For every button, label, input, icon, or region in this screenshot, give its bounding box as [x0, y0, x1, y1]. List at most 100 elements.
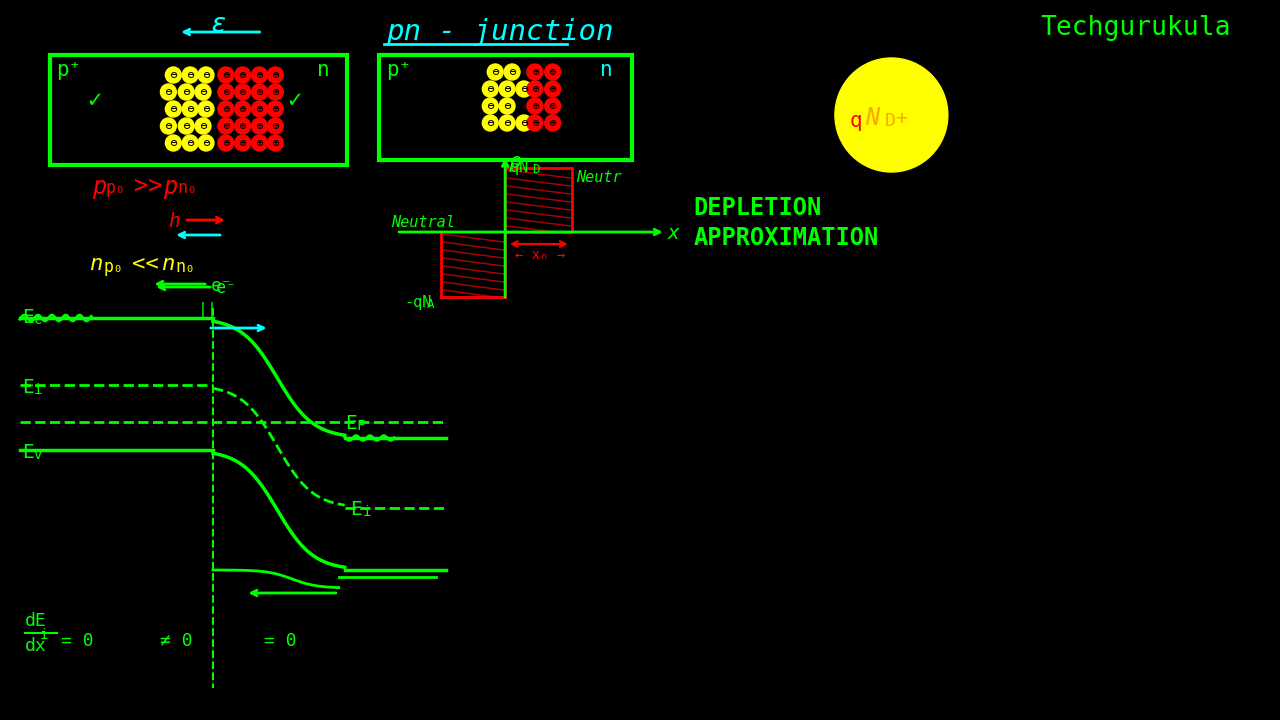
Circle shape [488, 64, 503, 80]
Text: ✓: ✓ [87, 88, 101, 112]
Text: ⊖: ⊖ [486, 84, 494, 94]
Circle shape [483, 81, 498, 97]
Circle shape [218, 84, 234, 100]
Text: ⊖: ⊖ [202, 70, 210, 80]
Circle shape [252, 118, 268, 134]
Text: ⊖: ⊖ [169, 104, 178, 114]
Circle shape [234, 84, 251, 100]
Text: n₀: n₀ [175, 258, 196, 276]
Text: i: i [40, 628, 47, 642]
Text: ⊕: ⊕ [238, 70, 247, 80]
Text: ⊖: ⊖ [198, 121, 207, 131]
Circle shape [516, 115, 532, 131]
Circle shape [178, 84, 195, 100]
Text: n₀: n₀ [178, 179, 197, 197]
Text: n: n [161, 254, 175, 274]
Circle shape [198, 135, 214, 151]
Circle shape [252, 67, 268, 83]
Text: ✓: ✓ [287, 88, 302, 112]
Text: DEPLETION: DEPLETION [694, 196, 822, 220]
Text: ||: || [198, 302, 218, 320]
Text: q: q [850, 111, 863, 131]
Text: ⊖: ⊖ [198, 87, 207, 97]
Text: c: c [33, 313, 42, 327]
Circle shape [234, 135, 251, 151]
Text: h: h [169, 212, 180, 231]
Text: ⊖: ⊖ [202, 104, 210, 114]
Text: p: p [164, 175, 178, 199]
Text: Neutral: Neutral [392, 215, 456, 230]
Text: qN: qN [509, 160, 529, 175]
Circle shape [545, 64, 561, 80]
Text: p⁺: p⁺ [56, 60, 82, 80]
Text: D: D [884, 112, 895, 130]
Text: ⊖: ⊖ [486, 118, 494, 128]
Text: APPROXIMATION: APPROXIMATION [694, 226, 878, 250]
Circle shape [234, 118, 251, 134]
Text: e⁻: e⁻ [216, 279, 236, 297]
Text: ⊕: ⊕ [549, 118, 557, 128]
Text: ⊖: ⊖ [186, 138, 195, 148]
Text: ⊕: ⊕ [256, 70, 264, 80]
Circle shape [527, 115, 543, 131]
Circle shape [160, 118, 177, 134]
Circle shape [198, 101, 214, 117]
Circle shape [165, 67, 182, 83]
Bar [506, 168, 572, 232]
Text: ⊕: ⊕ [549, 101, 557, 111]
Text: ρ: ρ [509, 152, 522, 172]
Text: +: + [895, 109, 908, 127]
Text: ⊖: ⊖ [503, 84, 511, 94]
Text: ⊕: ⊕ [238, 138, 247, 148]
Circle shape [835, 58, 948, 172]
Text: ⊕: ⊕ [531, 118, 539, 128]
Text: E: E [22, 378, 33, 397]
Circle shape [504, 64, 520, 80]
Circle shape [182, 67, 198, 83]
Circle shape [268, 101, 283, 117]
Circle shape [218, 118, 234, 134]
Text: ⊖: ⊖ [182, 87, 191, 97]
Text: ⊕: ⊕ [256, 104, 264, 114]
Text: n: n [317, 60, 329, 80]
Circle shape [218, 135, 234, 151]
Text: E: E [344, 414, 356, 433]
Text: n: n [600, 60, 613, 80]
Circle shape [268, 135, 283, 151]
Circle shape [182, 135, 198, 151]
Text: ⊖: ⊖ [503, 101, 511, 111]
Circle shape [252, 84, 268, 100]
Circle shape [268, 84, 283, 100]
Text: ⊖: ⊖ [182, 121, 191, 131]
Text: ⊖: ⊖ [186, 104, 195, 114]
Circle shape [165, 135, 182, 151]
Circle shape [483, 115, 498, 131]
Text: ⊕: ⊕ [221, 87, 230, 97]
Circle shape [268, 67, 283, 83]
Text: ⊖: ⊖ [508, 67, 516, 77]
Text: ⊖: ⊖ [492, 67, 499, 77]
Text: p₀: p₀ [106, 179, 125, 197]
Circle shape [160, 84, 177, 100]
Text: ⊕: ⊕ [238, 121, 247, 131]
Circle shape [234, 101, 251, 117]
Text: ⊖: ⊖ [520, 84, 527, 94]
Text: pn - junction: pn - junction [387, 18, 614, 46]
Text: E: E [22, 308, 33, 327]
Circle shape [198, 67, 214, 83]
Circle shape [252, 135, 268, 151]
Text: ⊖: ⊖ [169, 138, 178, 148]
Text: ⊖: ⊖ [164, 121, 173, 131]
Text: ⊕: ⊕ [271, 87, 279, 97]
Text: ← xₙ →: ← xₙ → [515, 248, 566, 262]
Text: = 0: = 0 [61, 632, 93, 650]
Circle shape [499, 115, 515, 131]
Text: ⊕: ⊕ [238, 87, 247, 97]
Text: ⊖: ⊖ [186, 70, 195, 80]
Text: F: F [357, 419, 365, 433]
Text: x: x [668, 224, 680, 243]
Text: = 0: = 0 [265, 632, 297, 650]
Circle shape [527, 64, 543, 80]
Circle shape [234, 67, 251, 83]
Circle shape [182, 101, 198, 117]
